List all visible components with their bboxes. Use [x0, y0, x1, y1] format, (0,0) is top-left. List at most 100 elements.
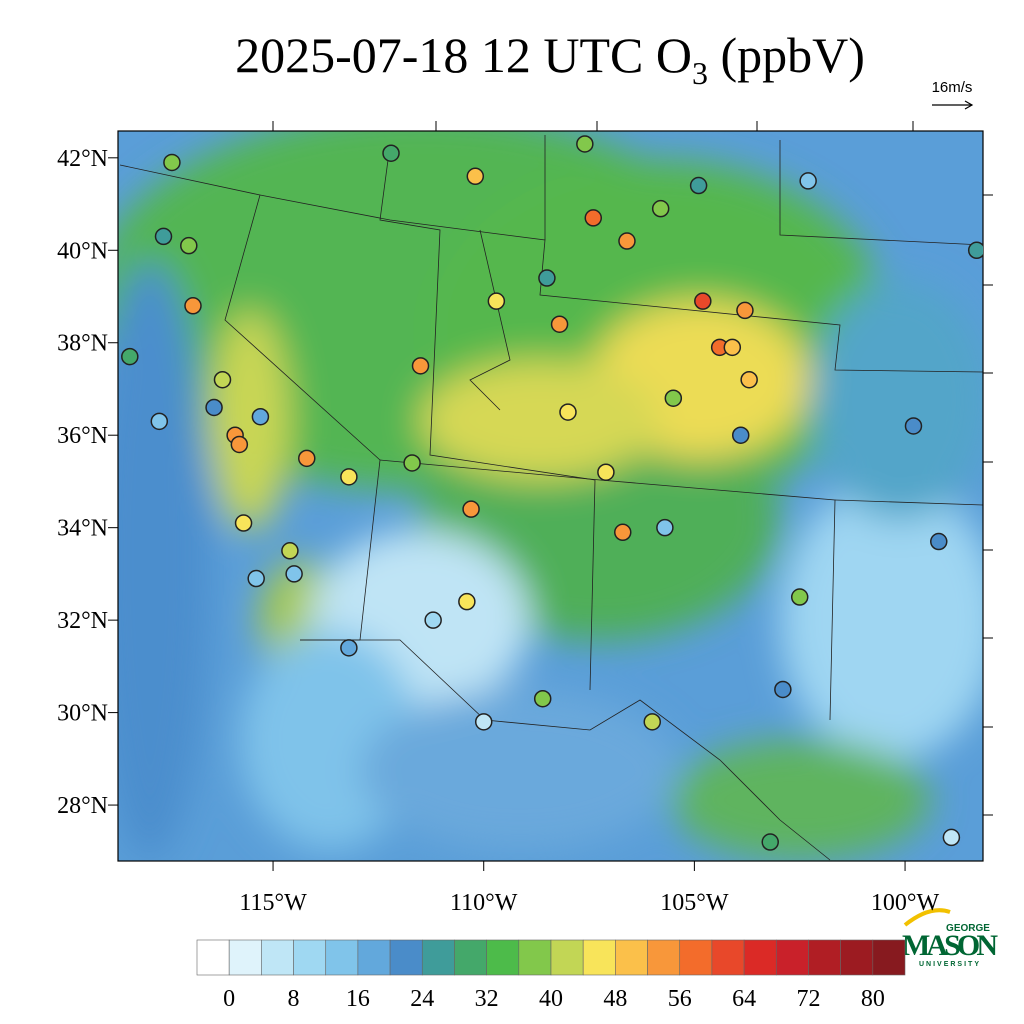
station [618, 232, 636, 250]
colorbar-box [357, 939, 391, 976]
station [424, 611, 442, 629]
colorbar-box [872, 939, 906, 976]
station [731, 426, 750, 444]
colorbar-tick-label: 56 [668, 986, 692, 1012]
station [942, 828, 961, 847]
station [281, 542, 299, 560]
station [723, 338, 742, 357]
title-subscript: 3 [692, 55, 708, 91]
station [184, 297, 202, 315]
colorbar-tick-label: 72 [796, 986, 820, 1012]
station [121, 347, 139, 366]
title-text: 2025-07-18 12 UTC O [235, 27, 692, 83]
station [584, 209, 603, 227]
map-frame [117, 130, 984, 862]
colorbar-box [808, 939, 841, 976]
colorbar-box [421, 939, 455, 976]
ozone-field [118, 131, 983, 861]
y-tick-label: 38°N [57, 331, 108, 357]
x-tick-label: 100°W [871, 890, 940, 916]
station [180, 236, 198, 255]
y-tick-label: 40°N [57, 238, 108, 264]
station [411, 357, 430, 375]
colorbar-box [582, 939, 616, 976]
station [664, 389, 683, 407]
colorbar-tick-label: 24 [410, 986, 434, 1012]
logo-top: GEORGE [946, 923, 990, 934]
station [774, 680, 792, 699]
station [930, 532, 948, 551]
colorbar-box [743, 939, 777, 976]
y-tick-label: 28°N [57, 793, 108, 819]
wind-reference-label: 16m/s [932, 79, 973, 96]
station [643, 713, 662, 731]
station [230, 435, 249, 454]
station [694, 292, 712, 310]
colorbar-tick-label: 80 [861, 986, 885, 1012]
station [340, 468, 358, 486]
logo-bottom: UNIVERSITY [919, 961, 981, 968]
wind-reference-arrow [932, 100, 974, 110]
x-tick-label: 115°W [239, 890, 307, 916]
y-tick-label: 36°N [57, 423, 108, 449]
station [251, 407, 270, 426]
station [462, 500, 480, 518]
station [559, 403, 577, 421]
station [285, 565, 303, 583]
station [340, 639, 358, 657]
y-tick-label: 42°N [57, 146, 108, 172]
station [150, 412, 169, 431]
y-tick-label: 32°N [57, 608, 108, 634]
title: 2025-07-18 12 UTC O3 (ppbV) [235, 27, 865, 91]
colorbar-box [325, 939, 359, 976]
colorbar-tick-label: 64 [732, 986, 756, 1012]
colorbar-tick-label: 40 [539, 986, 563, 1012]
colorbar-box [486, 939, 520, 976]
station [154, 227, 173, 246]
colorbar-tick-label: 0 [223, 986, 235, 1012]
frame-ticks [272, 121, 993, 816]
station [740, 370, 758, 389]
colorbar-box [196, 939, 230, 976]
colorbar-box [550, 939, 584, 976]
station [967, 241, 983, 260]
colorbar-box [228, 939, 262, 976]
station [163, 153, 181, 172]
colorbar-tick-label: 16 [346, 986, 370, 1012]
x-tick-label: 110°W [450, 890, 518, 916]
colorbar-box [261, 939, 294, 976]
colorbar-box [615, 939, 648, 976]
station [382, 144, 400, 162]
station [403, 454, 421, 472]
station [689, 176, 708, 195]
station [298, 449, 316, 468]
station [213, 370, 232, 389]
station [651, 199, 670, 218]
borders [119, 135, 983, 861]
colorbar-box [840, 939, 874, 976]
station [487, 292, 506, 310]
station [458, 592, 476, 611]
station [234, 514, 253, 532]
station [597, 463, 615, 481]
colorbar-box [293, 939, 327, 976]
colorbar-box [775, 939, 809, 976]
stations [121, 135, 983, 851]
title-suffix: (ppbV) [708, 27, 865, 83]
colorbar-box [679, 939, 713, 976]
station [550, 315, 569, 333]
logo-main: MASON [902, 929, 998, 962]
colorbar-tick-label: 8 [288, 986, 300, 1012]
station [474, 713, 493, 731]
colorbar-box [711, 939, 745, 976]
station [904, 417, 923, 435]
station [533, 689, 552, 708]
station [761, 833, 779, 851]
colorbar-box [389, 939, 423, 976]
x-tick-label: 105°W [660, 890, 729, 916]
y-tick-label: 30°N [57, 701, 108, 727]
station [576, 135, 594, 153]
station [736, 301, 754, 320]
station [466, 167, 485, 186]
